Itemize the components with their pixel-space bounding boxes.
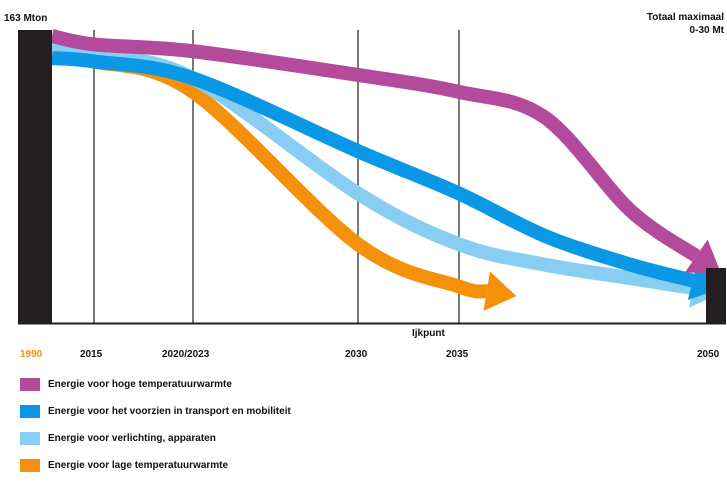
x-tick-2020-2023: 2020/2023 <box>162 349 210 360</box>
legend-label: Energie voor het voorzien in transport e… <box>48 405 291 417</box>
legend-swatch <box>20 377 40 391</box>
legend-item-high-temp: Energie voor hoge temperatuurwarmte <box>20 376 291 392</box>
series-arrowhead-low-temp <box>483 271 517 311</box>
x-tick-1990: 1990 <box>20 349 43 360</box>
chart: 163 Mton Totaal maximaal 0-30 Mt Ijkpunt… <box>4 12 726 360</box>
x-tick-2030: 2030 <box>345 349 368 360</box>
legend-item-lighting: Energie voor verlichting, apparaten <box>20 430 291 446</box>
tipping-point-label: Ijkpunt <box>412 328 445 339</box>
x-tick-2050: 2050 <box>697 349 720 360</box>
series-line-transport <box>51 51 695 288</box>
end-bar-2050 <box>706 268 726 324</box>
series-arrowhead-high-temp <box>684 239 721 274</box>
top-left-label: 163 Mton <box>4 13 47 24</box>
legend: Energie voor hoge temperatuurwarmte Ener… <box>20 376 291 484</box>
legend-label: Energie voor verlichting, apparaten <box>48 432 216 444</box>
x-tick-2035: 2035 <box>446 349 469 360</box>
top-right-label-1: Totaal maximaal <box>647 12 724 23</box>
legend-swatch <box>20 404 40 418</box>
series-layer <box>50 29 722 311</box>
legend-item-low-temp: Energie voor lage temperatuurwarmte <box>20 457 291 473</box>
x-tick-2015: 2015 <box>80 349 103 360</box>
legend-label: Energie voor lage temperatuurwarmte <box>48 459 229 471</box>
start-bar-1990 <box>18 30 52 324</box>
legend-swatch <box>20 431 40 445</box>
series-line-high-temp <box>50 29 701 262</box>
legend-item-transport: Energie voor het voorzien in transport e… <box>20 403 291 419</box>
legend-swatch <box>20 458 40 472</box>
top-right-label-2: 0-30 Mt <box>690 25 725 36</box>
legend-label: Energie voor hoge temperatuurwarmte <box>48 378 232 390</box>
